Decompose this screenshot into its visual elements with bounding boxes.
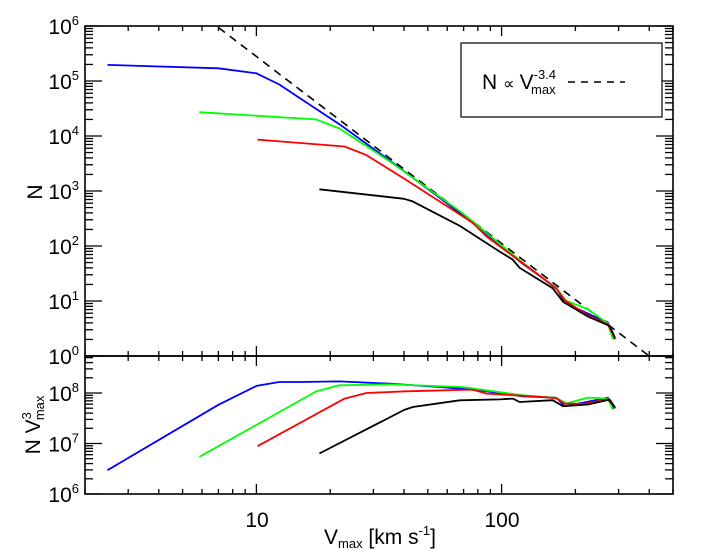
bottom-series-line-3 bbox=[318, 397, 616, 455]
legend-label: N ∝ V-3.4 max bbox=[482, 67, 556, 97]
bottom-series-line-2 bbox=[257, 388, 617, 447]
top-y-tick-label: 100 bbox=[48, 343, 79, 369]
power-law-fit-line bbox=[215, 26, 651, 356]
curves bbox=[107, 26, 651, 471]
x-tick-label-10: 10 bbox=[245, 509, 268, 532]
top-y-tick-label: 102 bbox=[48, 233, 79, 259]
top-y-tick-label: 106 bbox=[48, 13, 79, 39]
legend-box bbox=[460, 42, 663, 118]
legend: N ∝ V-3.4 max bbox=[460, 42, 663, 118]
bottom-panel-frame bbox=[84, 355, 674, 495]
x-axis-label: Vmax [km s-1] bbox=[324, 523, 436, 550]
bottom-y-tick-label: 107 bbox=[48, 430, 79, 456]
top-series-line-3 bbox=[319, 188, 616, 338]
top-y-axis-label: N bbox=[24, 184, 47, 199]
bottom-y-tick-label: 106 bbox=[48, 481, 79, 507]
bottom-y-tick-label: 108 bbox=[48, 380, 79, 406]
x-tick-label-100: 100 bbox=[484, 509, 519, 532]
top-series-line-1 bbox=[199, 111, 614, 340]
top-y-tick-label: 105 bbox=[48, 68, 79, 94]
top-y-tick-label: 101 bbox=[48, 288, 79, 314]
top-y-tick-label: 103 bbox=[48, 178, 79, 204]
top-y-tick-label: 104 bbox=[48, 123, 79, 149]
top-series-line-2 bbox=[257, 138, 617, 340]
bottom-y-axis-label: N V3max bbox=[19, 395, 47, 454]
bottom-series-line-1 bbox=[198, 383, 614, 458]
y-tick-labels: 100 101 102 103 104 105 106 106 107 108 bbox=[48, 13, 79, 507]
